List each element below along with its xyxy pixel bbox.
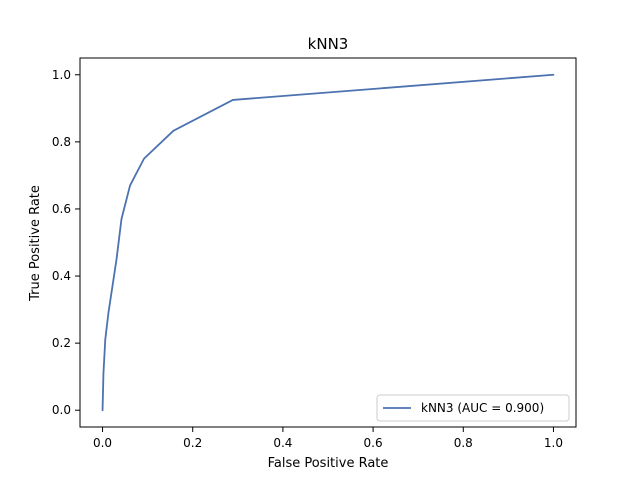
x-tick-label: 1.0 (544, 436, 563, 450)
x-tick-label: 0.8 (454, 436, 473, 450)
legend-label: kNN3 (AUC = 0.900) (421, 401, 544, 415)
chart-title: kNN3 (308, 35, 349, 53)
legend-box (376, 394, 570, 422)
x-tick-label: 0.2 (183, 436, 202, 450)
y-tick-label: 0.8 (52, 135, 71, 149)
x-tick-label: 0.6 (364, 436, 383, 450)
legend: kNN3 (AUC = 0.900) (376, 394, 570, 422)
roc-curve-line (101, 73, 555, 412)
y-tick-label: 0.2 (52, 336, 71, 350)
y-tick-label: 0.6 (52, 202, 71, 216)
y-axis-label: True Positive Rate (28, 185, 43, 302)
axes-frame (79, 57, 577, 428)
y-tick-label: 1.0 (52, 68, 71, 82)
x-tick-label: 0.0 (93, 436, 112, 450)
x-tick-label: 0.4 (273, 436, 292, 450)
plot-area: 0.0 0.2 0.4 0.6 0.8 1.0 0.0 0.2 0.4 0.6 0.8 1.0 (52, 57, 577, 450)
y-tick-label: 0.4 (52, 269, 71, 283)
x-axis-label: False Positive Rate (268, 456, 389, 471)
y-tick-label: 0.0 (52, 403, 71, 417)
